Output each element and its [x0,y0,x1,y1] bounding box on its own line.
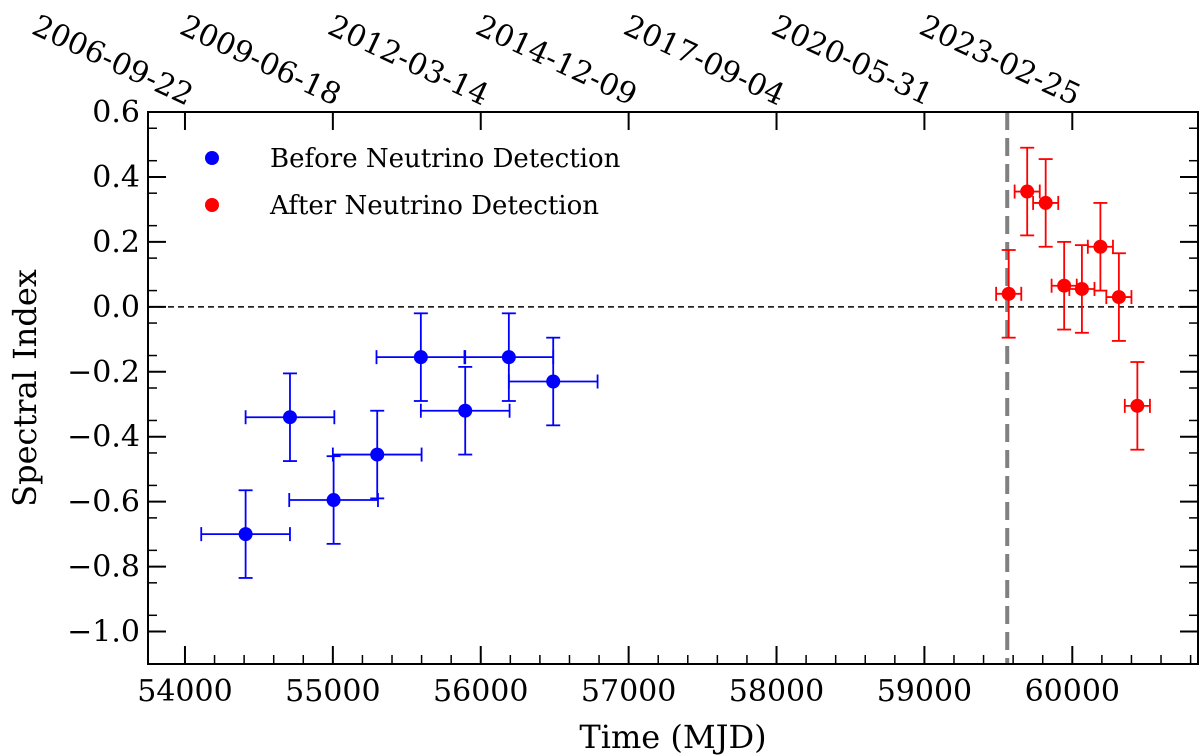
data-point [1111,290,1126,305]
y-tick-label: −0.6 [67,485,140,520]
y-tick-label: −0.2 [67,355,140,390]
y-tick-label: 0.2 [92,225,140,260]
y-tick-label: −0.4 [67,420,140,455]
legend-marker-after [205,198,219,212]
data-point [1038,195,1053,210]
top-date-label: 2012-03-14 [323,8,495,113]
legend-label-after: After Neutrino Detection [269,191,599,221]
data-point [370,447,385,462]
data-point [501,350,516,365]
top-date-label: 2014-12-09 [470,8,642,113]
legend-label-before: Before Neutrino Detection [270,144,621,174]
x-tick-label: 56000 [433,674,528,709]
axis-ticks [148,111,1198,664]
data-point [1057,278,1072,293]
tick-labels: 54000 55000 56000 57000 58000 59000 60000 −1.0 −… [27,8,1120,709]
reference-lines [148,112,1198,664]
top-date-label: 2023-02-25 [914,8,1086,113]
data-point [326,493,341,508]
x-tick-label: 55000 [285,674,380,709]
legend-marker-before [205,151,219,165]
legend: Before Neutrino Detection After Neutrino… [205,144,621,221]
top-date-label: 2017-09-04 [618,8,790,113]
top-date-label: 2009-06-18 [175,8,347,113]
data-point [458,403,473,418]
y-tick-label: 0.6 [92,95,140,130]
data-point [238,527,253,542]
x-axis-label: Time (MJD) [579,718,766,756]
x-tick-label: 54000 [137,674,232,709]
data-point [546,374,561,389]
top-date-label: 2020-05-31 [766,8,938,113]
data-point [1074,281,1089,296]
x-tick-label: 57000 [581,674,676,709]
data-point [1093,239,1108,254]
data-point [413,350,428,365]
y-tick-label: 0.4 [92,160,140,195]
y-tick-label: −1.0 [67,615,140,650]
data-point [1020,184,1035,199]
data-points [238,184,1145,542]
y-tick-label: −0.8 [67,550,140,585]
data-point [1130,398,1145,413]
x-tick-label: 59000 [877,674,972,709]
y-tick-label: 0.0 [92,290,140,325]
data-point [282,410,297,425]
data-point [1001,286,1016,301]
x-tick-label: 58000 [729,674,824,709]
y-axis-label: Spectral Index [6,269,44,507]
x-tick-label: 60000 [1025,674,1120,709]
